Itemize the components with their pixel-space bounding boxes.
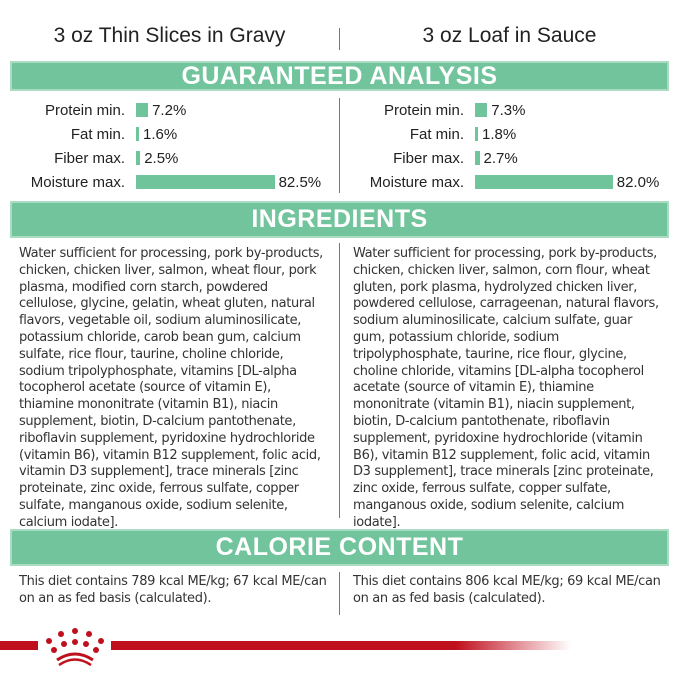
analysis-value: 2.5% <box>144 149 179 167</box>
product-title-left: 3 oz Thin Slices in Gravy <box>53 24 286 47</box>
analysis-bar <box>475 103 488 117</box>
ingredients-right: Water sufficient for processing, pork by… <box>353 246 659 530</box>
analysis-row: Moisture max. 82.5% <box>11 170 321 194</box>
product-title-right: 3 oz Loaf in Sauce <box>422 24 597 47</box>
analysis-left: Protein min. 7.2% Fat min. 1.6% Fiber max. 2.… <box>11 98 321 194</box>
analysis-bar <box>475 175 613 189</box>
analysis-bar <box>136 127 139 141</box>
analysis-value: 1.6% <box>143 125 178 143</box>
analysis-label: Moisture max. <box>369 173 464 191</box>
royal-canin-crown-logo <box>46 628 104 666</box>
divider <box>339 572 340 615</box>
analysis-label: Moisture max. <box>30 173 125 191</box>
section-guaranteed-analysis: GUARANTEED ANALYSIS <box>10 61 669 91</box>
divider <box>339 28 340 50</box>
analysis-row: Moisture max. 82.0% <box>350 170 660 194</box>
analysis-label: Fat min. <box>409 125 464 143</box>
analysis-value: 1.8% <box>482 125 517 143</box>
analysis-value: 7.3% <box>491 101 526 119</box>
analysis-bar <box>475 127 479 141</box>
section-calorie-content: CALORIE CONTENT <box>10 529 669 566</box>
analysis-value: 82.0% <box>616 173 660 191</box>
analysis-value: 2.7% <box>483 149 518 167</box>
analysis-bar <box>136 175 275 189</box>
calorie-left: This diet contains 789 kcal ME/kg; 67 kc… <box>19 574 327 606</box>
analysis-label: Fiber max. <box>393 149 464 167</box>
divider <box>339 98 340 193</box>
analysis-value: 7.2% <box>152 101 187 119</box>
brand-line <box>111 641 571 650</box>
analysis-value: 82.5% <box>278 173 322 191</box>
divider <box>339 243 340 518</box>
analysis-row: Fat min. 1.8% <box>350 122 659 146</box>
analysis-row: Protein min. 7.3% <box>350 98 659 122</box>
analysis-right: Protein min. 7.3% Fat min. 1.8% Fiber max. 2.… <box>350 98 660 194</box>
analysis-row: Fiber max. 2.5% <box>11 146 321 170</box>
analysis-bar <box>475 151 480 165</box>
analysis-bar <box>136 151 141 165</box>
analysis-row: Protein min. 7.2% <box>11 98 321 122</box>
analysis-row: Fat min. 1.6% <box>11 122 321 146</box>
ingredients-left: Water sufficient for processing, pork by… <box>19 246 323 530</box>
analysis-row: Fiber max. 2.7% <box>350 146 659 170</box>
analysis-label: Fiber max. <box>54 149 125 167</box>
analysis-label: Protein min. <box>44 101 125 119</box>
analysis-label: Fat min. <box>70 125 125 143</box>
calorie-right: This diet contains 806 kcal ME/kg; 69 kc… <box>353 574 661 606</box>
brand-line <box>0 641 38 650</box>
section-ingredients: INGREDIENTS <box>10 201 669 238</box>
analysis-label: Protein min. <box>383 101 464 119</box>
analysis-bar <box>136 103 149 117</box>
